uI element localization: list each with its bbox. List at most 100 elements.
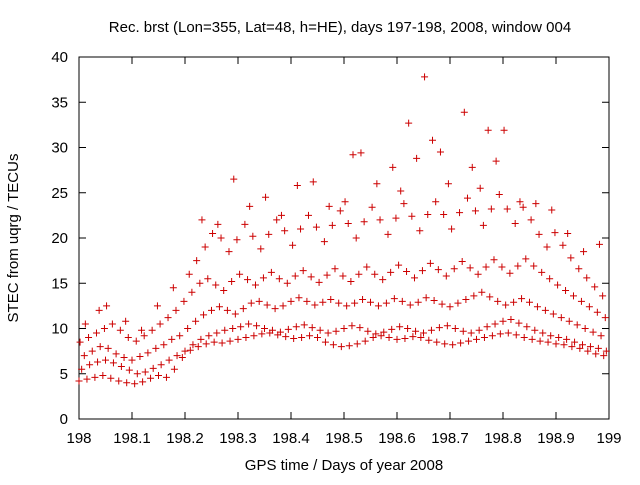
data-point — [416, 227, 424, 235]
data-point — [368, 203, 376, 211]
data-point — [410, 274, 418, 282]
data-point — [448, 225, 456, 233]
data-point — [417, 334, 425, 342]
data-point — [245, 320, 253, 328]
data-point — [451, 325, 459, 332]
data-point — [602, 347, 610, 355]
data-point — [520, 334, 528, 342]
data-point — [564, 229, 572, 237]
data-point — [267, 268, 275, 276]
data-point — [133, 370, 141, 378]
data-point — [552, 340, 560, 348]
data-point — [514, 262, 522, 270]
data-point — [592, 350, 600, 358]
data-point — [488, 332, 496, 340]
data-point — [204, 275, 212, 283]
data-point — [300, 321, 308, 329]
data-point — [531, 326, 539, 334]
x-tick-label: 199 — [596, 430, 621, 447]
data-point — [273, 216, 281, 224]
data-point — [268, 326, 276, 334]
data-point — [233, 236, 241, 244]
y-tick-label: 30 — [51, 140, 68, 157]
data-point — [510, 298, 518, 306]
data-point — [483, 323, 491, 331]
data-point — [480, 334, 488, 342]
data-point — [86, 361, 94, 369]
data-point — [523, 323, 531, 331]
x-tick-label: 198.1 — [113, 430, 151, 447]
data-point — [289, 241, 297, 249]
chart-title: Rec. brst (Lon=355, Lat=48, h=HE), days … — [109, 19, 571, 36]
x-tick-label: 198.7 — [431, 430, 469, 447]
data-point — [490, 256, 498, 264]
data-point — [487, 205, 495, 213]
data-point — [406, 301, 414, 309]
x-tick-label: 198.4 — [272, 430, 310, 447]
data-point — [321, 338, 329, 346]
x-tick-label: 198.3 — [219, 430, 257, 447]
data-point — [434, 266, 442, 274]
data-point — [471, 207, 479, 215]
data-point — [200, 311, 208, 319]
y-tick-label: 0 — [60, 411, 68, 428]
data-point — [144, 349, 152, 357]
data-point — [335, 299, 343, 307]
data-point — [503, 205, 511, 213]
data-point — [221, 326, 229, 334]
data-point — [585, 303, 593, 311]
data-point — [364, 327, 372, 335]
data-point — [315, 278, 323, 286]
data-point — [208, 306, 215, 314]
points-layer — [75, 73, 610, 388]
data-point — [125, 366, 133, 374]
data-point — [81, 320, 89, 328]
data-point — [599, 292, 607, 300]
data-point — [357, 149, 365, 157]
data-point — [535, 230, 543, 238]
data-point — [276, 328, 284, 336]
data-point — [512, 331, 520, 339]
data-point — [466, 264, 474, 272]
data-point — [156, 320, 164, 328]
data-point — [253, 322, 261, 330]
data-point — [500, 126, 508, 134]
data-point — [438, 300, 446, 308]
data-point — [589, 328, 597, 336]
data-point — [201, 243, 209, 251]
data-point — [413, 154, 421, 162]
data-point — [176, 332, 184, 340]
data-point — [414, 298, 422, 306]
data-point — [257, 245, 265, 253]
data-point — [323, 271, 331, 279]
data-point — [140, 332, 148, 340]
data-point — [397, 187, 405, 195]
data-point — [576, 344, 584, 352]
data-point — [311, 301, 319, 309]
data-point — [396, 323, 404, 331]
data-point — [474, 270, 482, 278]
data-point — [124, 334, 132, 342]
data-point — [282, 333, 290, 341]
data-point — [281, 227, 289, 235]
data-point — [446, 303, 454, 311]
data-point — [506, 269, 514, 277]
data-point — [463, 194, 471, 202]
data-point — [527, 216, 535, 224]
data-point — [518, 295, 526, 303]
data-point — [462, 296, 470, 304]
data-point — [209, 229, 217, 237]
data-point — [532, 200, 540, 208]
data-point — [115, 377, 123, 385]
data-point — [324, 329, 332, 337]
data-point — [418, 267, 426, 275]
data-point — [359, 296, 367, 304]
data-point — [244, 276, 252, 284]
data-point — [122, 317, 130, 325]
data-point — [385, 334, 393, 342]
data-point — [499, 317, 507, 325]
data-point — [382, 299, 390, 307]
data-point — [218, 339, 226, 347]
data-point — [379, 276, 387, 284]
data-point — [551, 229, 559, 237]
